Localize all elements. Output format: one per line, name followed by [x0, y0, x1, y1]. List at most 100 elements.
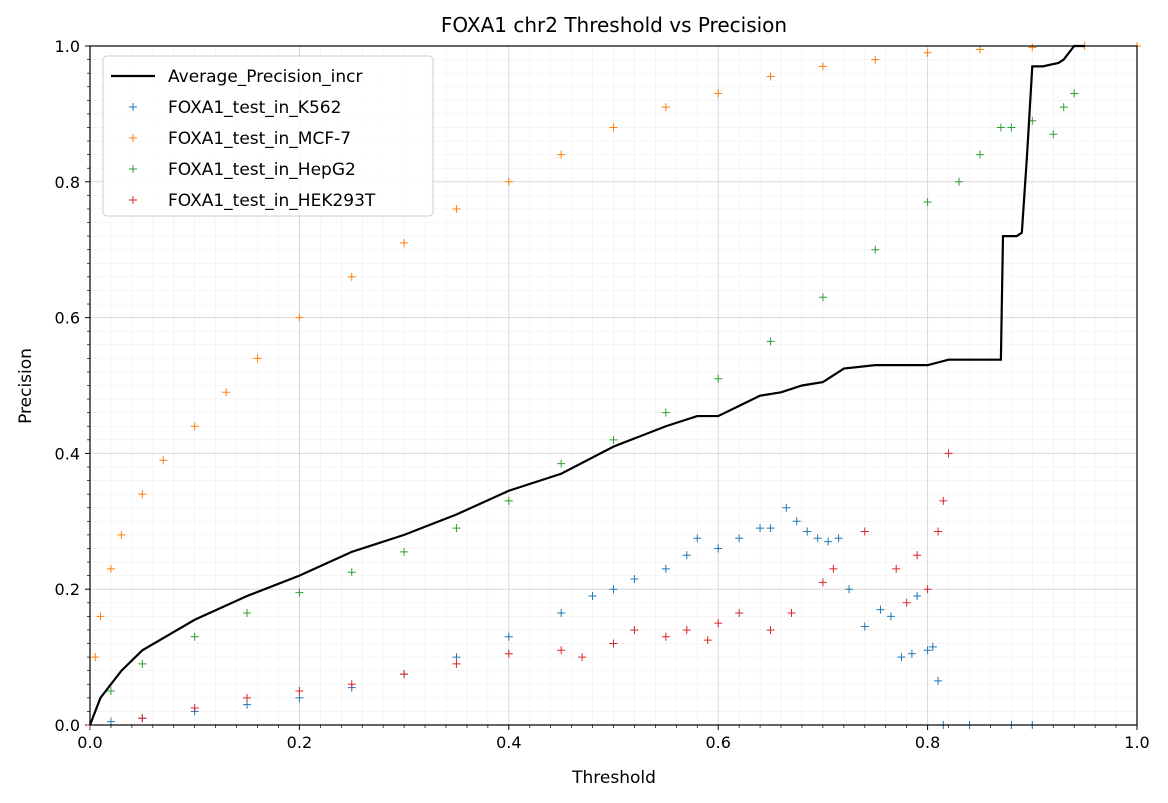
data-point: [452, 653, 461, 662]
data-point: [190, 422, 199, 431]
data-point: [782, 503, 791, 512]
x-axis-title: Threshold: [571, 768, 656, 788]
data-point: [907, 649, 916, 658]
x-tick-label: 0.8: [915, 733, 940, 752]
data-point: [347, 272, 356, 281]
data-point: [138, 490, 147, 499]
data-point: [400, 547, 409, 556]
data-point: [504, 177, 513, 186]
data-point: [860, 527, 869, 536]
data-point: [996, 123, 1005, 132]
data-point: [452, 659, 461, 668]
data-point: [1070, 89, 1079, 98]
x-tick-label: 1.0: [1124, 733, 1149, 752]
legend-label: FOXA1_test_in_HEK293T: [168, 191, 376, 211]
chart-title: FOXA1 chr2 Threshold vs Precision: [441, 13, 787, 37]
data-point: [243, 700, 252, 709]
data-point: [886, 612, 895, 621]
x-tick-label: 0.6: [705, 733, 730, 752]
y-tick-label: 0.6: [55, 309, 80, 328]
data-point: [824, 537, 833, 546]
data-point: [818, 293, 827, 302]
data-point: [452, 524, 461, 533]
data-point: [117, 530, 126, 539]
y-tick-label: 1.0: [55, 37, 80, 56]
data-point: [253, 354, 262, 363]
data-point: [106, 687, 115, 696]
data-point: [630, 625, 639, 634]
data-point: [813, 534, 822, 543]
data-point: [106, 717, 115, 726]
data-point: [703, 636, 712, 645]
data-point: [295, 313, 304, 322]
data-point: [818, 62, 827, 71]
series-2: [86, 89, 1079, 729]
data-point: [792, 517, 801, 526]
data-point: [609, 585, 618, 594]
data-point: [609, 435, 618, 444]
data-point: [892, 564, 901, 573]
data-point: [766, 72, 775, 81]
data-point: [557, 608, 566, 617]
data-point: [91, 653, 100, 662]
legend-swatch: [129, 103, 137, 111]
data-point: [1028, 43, 1037, 52]
data-point: [1007, 123, 1016, 132]
data-point: [661, 564, 670, 573]
data-point: [1049, 130, 1058, 139]
data-point: [243, 693, 252, 702]
y-tick-label: 0.2: [55, 580, 80, 599]
data-point: [939, 496, 948, 505]
legend-label: FOXA1_test_in_HepG2: [168, 160, 356, 180]
data-point: [504, 632, 513, 641]
data-point: [295, 687, 304, 696]
legend-swatch: [129, 165, 137, 173]
data-point: [347, 680, 356, 689]
data-point: [504, 649, 513, 658]
data-point: [955, 177, 964, 186]
data-point: [766, 524, 775, 533]
legend-swatch: [129, 134, 137, 142]
data-point: [756, 524, 765, 533]
data-point: [295, 588, 304, 597]
data-point: [975, 45, 984, 54]
data-point: [975, 150, 984, 159]
data-point: [913, 551, 922, 560]
data-point: [923, 198, 932, 207]
data-point: [609, 639, 618, 648]
data-point: [897, 653, 906, 662]
data-point: [682, 551, 691, 560]
data-point: [766, 625, 775, 634]
data-point: [944, 449, 953, 458]
x-tick-label: 0.4: [496, 733, 521, 752]
data-point: [661, 408, 670, 417]
data-point: [829, 564, 838, 573]
data-point: [766, 337, 775, 346]
data-point: [845, 585, 854, 594]
data-point: [347, 568, 356, 577]
data-point: [295, 693, 304, 702]
data-point: [693, 534, 702, 543]
data-point: [876, 605, 885, 614]
data-point: [934, 676, 943, 685]
data-point: [923, 646, 932, 655]
data-point: [190, 704, 199, 713]
legend-label: Average_Precision_incr: [168, 67, 363, 87]
average-precision-line: [88, 44, 1085, 726]
data-point: [557, 646, 566, 655]
data-point: [630, 575, 639, 584]
x-tick-label: 0.0: [77, 733, 102, 752]
legend-box: [102, 55, 434, 217]
data-point: [913, 591, 922, 600]
plot-frame: [89, 45, 1138, 726]
data-point: [557, 459, 566, 468]
legend-label: FOXA1_test_in_K562: [168, 98, 341, 118]
y-tick-label: 0.8: [55, 173, 80, 192]
legend: Average_Precision_incr FOXA1_test_in_K562…: [102, 55, 434, 217]
series-3: [86, 449, 953, 729]
data-point: [557, 150, 566, 159]
data-point: [682, 625, 691, 634]
data-point: [818, 578, 827, 587]
legend-swatch: [129, 196, 137, 204]
